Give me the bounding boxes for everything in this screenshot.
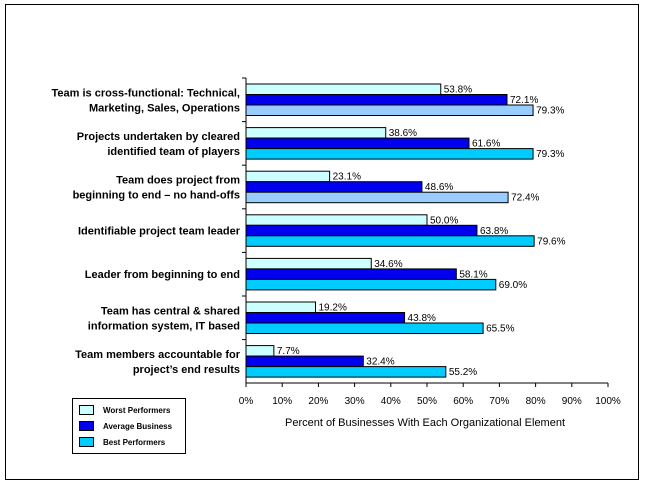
x-tick-label-5: 50% [417, 396, 437, 407]
value-label-2-1: 38.6% [389, 128, 417, 139]
legend-item-best: Best Performers [79, 434, 179, 450]
legend-swatch-worst [79, 405, 94, 415]
category-label-6-line-1: Team has central & shared [101, 305, 240, 317]
bar-4-2 [245, 224, 478, 237]
bar-5-3 [245, 278, 497, 291]
x-tick-label-8: 80% [526, 396, 546, 407]
value-label-6-3: 65.5% [486, 324, 514, 335]
bar-4-3 [245, 235, 535, 247]
legend-label-worst: Worst Performers [103, 405, 171, 415]
category-label-3-line-2: beginning to end – no hand-offs [73, 189, 240, 201]
value-label-3-1: 23.1% [333, 172, 361, 183]
x-tick-label-7: 70% [489, 396, 509, 407]
value-label-7-3: 55.2% [449, 367, 477, 378]
value-label-6-1: 19.2% [319, 303, 347, 314]
x-tick-label-4: 40% [381, 396, 401, 407]
legend: Worst Performers Average Business Best P… [72, 398, 186, 454]
bars-layer [245, 83, 535, 378]
bar-3-3 [245, 191, 509, 204]
category-label-6-line-2: information system, IT based [88, 320, 240, 332]
x-axis-title: Percent of Businesses With Each Organiza… [285, 417, 565, 429]
legend-label-average: Average Business [103, 421, 173, 431]
legend-swatch-best [79, 437, 94, 447]
legend-item-worst: Worst Performers [79, 402, 179, 418]
legend-swatch-average [79, 421, 94, 431]
x-axis: 0% 10% 20% 30% 40% 50% 60% 70% 80% 90% 100% [239, 77, 621, 407]
value-label-5-3: 69.0% [499, 280, 527, 291]
bar-1-3 [245, 104, 534, 116]
value-label-5-1: 34.6% [374, 259, 402, 270]
category-label-7-line-2: project’s end results [133, 364, 240, 376]
x-tick-label-0: 0% [239, 396, 254, 407]
bar-4-1 [245, 214, 428, 226]
category-label-3-line-1: Team does project from [116, 174, 240, 186]
category-label-1-line-2: Marketing, Sales, Operations [89, 102, 240, 114]
legend-item-average: Average Business [79, 418, 179, 434]
x-tick-label-2: 20% [308, 396, 328, 407]
category-label-7-line-1: Team members accountable for [75, 349, 241, 361]
legend-label-best: Best Performers [103, 437, 166, 447]
bar-6-2 [245, 312, 406, 324]
bar-5-2 [245, 268, 457, 280]
bar-6-1 [245, 301, 317, 313]
value-label-4-3: 79.6% [537, 236, 565, 247]
value-label-4-2: 63.8% [480, 226, 508, 237]
bar-2-1 [245, 127, 387, 139]
bar-6-3 [245, 322, 484, 334]
value-label-1-3: 79.3% [536, 106, 564, 117]
x-tick-label-1: 10% [272, 396, 292, 407]
bar-7-1 [245, 345, 275, 357]
category-labels-layer: Team is cross-functional: Technical, Mark… [52, 87, 241, 376]
x-tick-label-9: 90% [562, 396, 582, 407]
value-labels-layer: 53.8%72.1%79.3%38.6%61.6%79.3%23.1%48.6%… [277, 85, 566, 379]
value-label-1-2: 72.1% [510, 95, 538, 106]
bar-2-2 [245, 137, 470, 150]
bar-3-1 [245, 170, 331, 183]
bar-7-3 [245, 366, 447, 378]
category-label-1-line-1: Team is cross-functional: Technical, [52, 87, 240, 99]
category-label-5-line-1: Leader from beginning to end [85, 269, 240, 281]
bar-1-1 [245, 83, 442, 95]
value-label-2-3: 79.3% [536, 149, 564, 160]
category-label-2-line-2: identified team of players [107, 146, 240, 158]
value-label-4-1: 50.0% [430, 215, 458, 226]
category-label-4-line-1: Identifiable project team leader [78, 226, 241, 238]
value-label-1-1: 53.8% [444, 85, 472, 96]
x-tick-label-6: 60% [453, 396, 473, 407]
value-label-6-2: 43.8% [408, 313, 436, 324]
x-tick-label-10: 100% [595, 396, 621, 407]
bar-1-2 [245, 94, 508, 106]
bar-5-1 [245, 257, 372, 270]
bar-3-2 [245, 181, 423, 193]
bar-2-3 [245, 148, 534, 160]
category-label-2-line-1: Projects undertaken by cleared [77, 131, 240, 143]
value-label-3-3: 72.4% [511, 193, 539, 204]
value-label-5-2: 58.1% [459, 269, 487, 280]
value-label-3-2: 48.6% [425, 182, 453, 193]
value-label-7-1: 7.7% [277, 346, 300, 357]
x-tick-label-3: 30% [345, 396, 365, 407]
bar-7-2 [245, 355, 364, 368]
value-label-7-2: 32.4% [366, 357, 394, 368]
value-label-2-2: 61.6% [472, 139, 500, 150]
